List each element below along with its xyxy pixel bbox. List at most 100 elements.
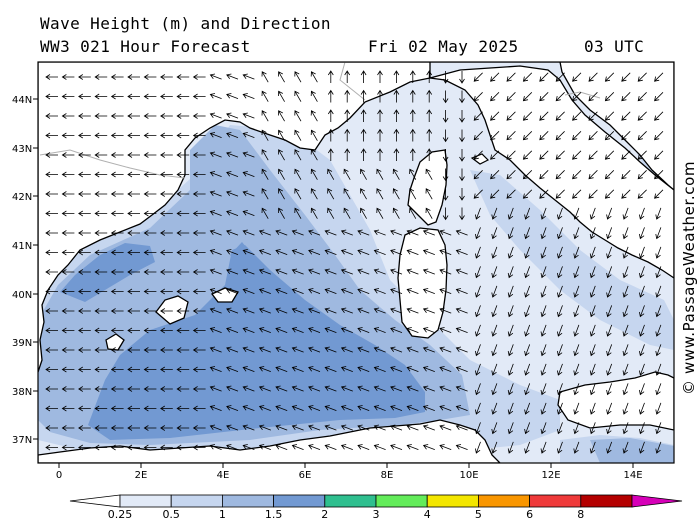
wave-arrow [655,383,662,396]
wave-arrow [209,93,222,99]
wave-arrow [540,344,547,357]
wave-arrow [589,285,596,298]
wave-arrow [455,249,468,255]
wave-arrow [539,150,549,160]
wave-arrow [176,210,190,217]
legend-swatch [273,494,326,508]
wave-arrow [291,444,304,450]
wave-arrow [45,230,58,236]
wave-arrow [327,188,335,200]
wave-arrow [524,227,531,240]
wave-arrow [160,444,173,451]
wave-arrow [573,285,580,298]
wave-arrow [176,405,190,412]
lat-label-38n: 38N [12,387,32,398]
wave-arrow [426,109,433,122]
wave-arrow [490,189,500,199]
legend-swatch [221,494,274,508]
wave-arrow [308,366,321,372]
wave-arrow [45,405,58,412]
wave-arrow [110,386,124,392]
wave-arrow [439,307,452,314]
lon-label-2e: 2E [135,470,148,481]
wave-arrow [226,307,239,314]
wave-arrow [491,363,498,376]
wave-arrow [160,132,173,139]
wave-arrow [209,444,222,450]
wave-arrow [110,191,124,197]
wave-arrow [45,191,58,197]
wave-arrow [655,266,662,279]
wave-arrow [637,111,647,121]
wave-arrow [589,402,596,415]
wave-arrow [357,346,370,353]
wave-arrow [455,288,468,294]
wave-arrow [143,405,157,412]
wave-arrow [45,288,58,295]
wave-arrow [45,93,58,100]
wave-arrow [439,405,452,411]
wave-arrow [291,268,304,275]
wave-arrow [127,113,140,119]
wave-arrow [442,71,449,84]
wave-arrow [540,324,547,337]
lat-label-37n: 37N [12,435,32,446]
wave-arrow [376,207,384,219]
wave-arrow [506,72,516,82]
wave-arrow [94,308,108,314]
lat-label-43n: 43N [12,144,32,155]
wave-arrow [45,327,58,334]
wave-arrow [78,444,91,451]
wave-arrow [258,424,271,431]
wave-arrow [310,90,318,102]
wave-arrow [308,327,321,333]
wave-arrow [327,168,335,180]
wave-arrow [637,72,647,82]
wave-arrow [176,191,190,197]
wave-arrow [491,324,498,337]
wave-arrow [506,131,516,141]
wave-arrow [61,444,75,451]
wave-arrow [192,113,206,119]
wave-arrow [127,308,140,314]
wave-arrow [655,402,662,415]
wave-arrow [524,285,531,298]
wave-arrow [94,249,108,256]
wave-arrow [226,210,239,216]
wave-arrow [344,128,351,142]
wave-arrow [61,132,75,139]
wave-arrow [294,90,302,102]
wave-arrow [524,363,531,376]
wave-arrow [637,189,647,199]
wave-arrow [425,168,433,180]
wave-arrow [110,347,124,353]
wave-arrow [507,363,514,376]
wave-arrow [127,288,140,295]
wave-arrow [491,285,498,298]
wave-arrow [226,132,239,138]
wave-arrow [94,347,108,353]
wave-arrow [78,405,91,412]
wave-arrow [61,386,75,392]
wave-arrow [226,112,239,119]
wave-arrow [110,210,124,217]
wave-arrow [45,269,58,275]
wave-arrow [390,366,403,372]
wave-arrow [390,229,403,236]
wave-arrow [61,405,75,412]
wave-arrow [373,288,386,294]
wave-arrow [343,168,351,180]
wave-arrow [176,308,190,314]
wave-arrow [639,422,645,435]
wave-arrow [357,288,370,294]
wave-arrow [308,385,321,392]
wave-arrow [261,90,269,102]
wave-arrow [373,307,386,314]
wave-arrow [357,327,370,333]
wave-arrow [308,249,321,255]
wave-arrow [294,71,302,83]
wave-arrow [275,366,288,372]
land-north-africa [38,419,501,463]
legend-label: 1.5 [265,508,283,521]
wave-arrow [209,210,222,216]
